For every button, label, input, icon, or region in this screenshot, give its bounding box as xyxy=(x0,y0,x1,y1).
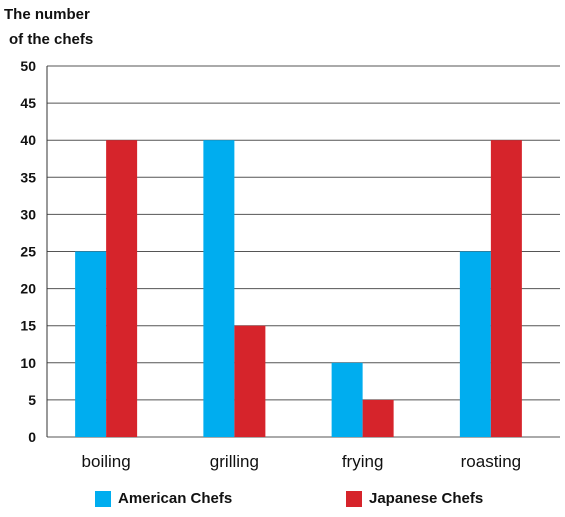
legend-item-japanese: Japanese Chefs xyxy=(346,490,483,507)
legend: American Chefs Japanese Chefs xyxy=(0,490,565,514)
y-tick-label-5: 5 xyxy=(28,392,36,408)
y-tick-label-15: 15 xyxy=(20,318,36,334)
legend-item-american: American Chefs xyxy=(95,490,232,507)
x-tick-label-frying: frying xyxy=(342,452,384,471)
legend-label-american: American Chefs xyxy=(118,490,233,507)
y-tick-label-0: 0 xyxy=(28,429,36,445)
legend-label-japanese: Japanese Chefs xyxy=(369,490,484,507)
y-axis-title-line-1: The number xyxy=(4,6,90,23)
bar-american-chefs-roasting xyxy=(459,251,491,437)
y-tick-label-45: 45 xyxy=(20,95,36,111)
x-tick-label-roasting: roasting xyxy=(461,452,521,471)
legend-swatch-american xyxy=(95,490,111,507)
y-tick-label-30: 30 xyxy=(20,206,36,222)
bar-japanese-chefs-grilling xyxy=(234,325,266,437)
y-tick-label-10: 10 xyxy=(20,355,36,371)
y-tick-label-50: 50 xyxy=(20,58,36,74)
y-tick-label-20: 20 xyxy=(20,281,36,297)
x-tick-label-grilling: grilling xyxy=(210,452,259,471)
bar-japanese-chefs-roasting xyxy=(490,140,522,437)
bar-american-chefs-boiling xyxy=(75,251,107,437)
x-tick-label-boiling: boiling xyxy=(82,452,131,471)
bar-american-chefs-frying xyxy=(331,362,363,437)
y-tick-label-25: 25 xyxy=(20,244,36,260)
bar-american-chefs-grilling xyxy=(203,140,235,437)
y-axis-title-line-2: of the chefs xyxy=(9,31,94,48)
y-tick-label-40: 40 xyxy=(20,132,36,148)
legend-swatch-japanese xyxy=(346,490,362,507)
y-tick-label-35: 35 xyxy=(20,169,36,185)
bar-japanese-chefs-boiling xyxy=(106,140,138,437)
bar-japanese-chefs-frying xyxy=(362,399,394,437)
